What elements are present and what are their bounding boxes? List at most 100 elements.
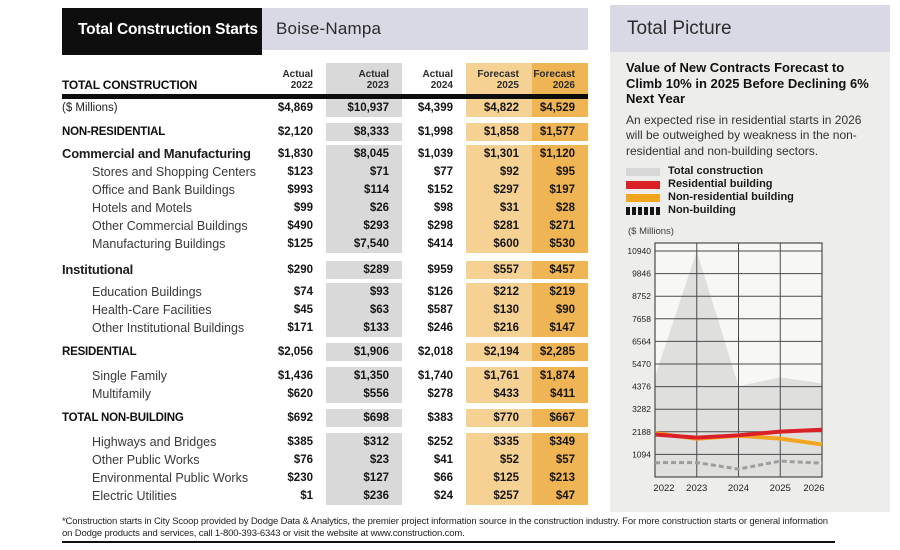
row-label: Other Institutional Buildings: [92, 321, 245, 335]
value-cell-2022: $4,869: [277, 102, 313, 114]
value-cell-2025: $1,761: [466, 367, 532, 385]
table-row: Manufacturing Buildings $125 $7,540 $414 $60…: [62, 235, 588, 253]
value-cell-2023: $23: [326, 451, 402, 469]
value-cell-2026: $1,120: [532, 145, 588, 163]
value-cell-2023: $312: [326, 433, 402, 451]
table-row: ($ Millions) $4,869 $10,937 $4,399 $4,822 $4,…: [62, 99, 588, 117]
value-cell-2026: $147: [532, 319, 588, 337]
value-cell-2023: $1,906: [326, 343, 402, 361]
value-cell-2026: $667: [532, 409, 588, 427]
svg-text:2022: 2022: [653, 483, 674, 494]
svg-text:2188: 2188: [632, 427, 651, 437]
value-cell-2022: $290: [287, 264, 313, 276]
value-cell-2025: $4,822: [466, 99, 532, 117]
value-cell-2024: $246: [427, 322, 453, 334]
value-cell-2022: $171: [287, 322, 313, 334]
value-cell-2023: $71: [326, 163, 402, 181]
value-cell-2026: $1,577: [532, 123, 588, 141]
value-cell-2025: $52: [466, 451, 532, 469]
value-cell-2024: $959: [427, 264, 453, 276]
row-label: Environmental Public Works: [92, 471, 249, 485]
legend-swatch-icon: [626, 206, 660, 215]
value-cell-2025: $31: [466, 199, 532, 217]
svg-text:1094: 1094: [632, 449, 651, 459]
value-cell-2026: $90: [532, 301, 588, 319]
column-header-2022: Actual 2022: [282, 69, 313, 91]
value-cell-2025: $125: [466, 469, 532, 487]
value-cell-2026: $2,285: [532, 343, 588, 361]
value-cell-2025: $281: [466, 217, 532, 235]
value-cell-2024: $1,998: [417, 126, 453, 138]
table-row: Institutional $290 $289 $959 $557 $457: [62, 261, 588, 279]
table-row: Commercial and Manufacturing $1,830 $8,045…: [62, 145, 588, 163]
value-cell-2023: $8,045: [326, 145, 402, 163]
value-cell-2025: $130: [466, 301, 532, 319]
table-row: RESIDENTIAL $2,056 $1,906 $2,018 $2,194 $2,28…: [62, 343, 588, 361]
value-cell-2026: $57: [532, 451, 588, 469]
value-cell-2024: $152: [427, 184, 453, 196]
value-cell-2023: $8,333: [326, 123, 402, 141]
value-cell-2026: $219: [532, 283, 588, 301]
value-cell-2024: $278: [427, 388, 453, 400]
row-label: ($ Millions): [62, 102, 118, 114]
row-label: Institutional: [62, 262, 134, 277]
value-cell-2022: $1,830: [277, 148, 313, 160]
row-label: RESIDENTIAL: [62, 346, 137, 358]
row-label: TOTAL NON-BUILDING: [62, 412, 184, 424]
data-table: TOTAL CONSTRUCTION Actual 2022 Actual 2023 Ac…: [62, 63, 588, 513]
chart-axis-unit-label: ($ Millions): [628, 226, 674, 237]
forecast-line-chart: 1094 2188 3282 4376 5470 6564 7658 8752 9846 1094…: [627, 242, 825, 494]
value-cell-2025: $216: [466, 319, 532, 337]
value-cell-2025: $335: [466, 433, 532, 451]
value-cell-2023: $133: [326, 319, 402, 337]
table-header: Total Construction Starts Boise-Nampa: [62, 8, 588, 55]
panel-body-text: An expected rise in residential starts i…: [626, 112, 862, 158]
value-cell-2026: $47: [532, 487, 588, 505]
legend-label: Non-residential building: [668, 191, 794, 203]
table-row: Other Public Works $76 $23 $41 $52 $57: [62, 451, 588, 469]
legend-item: Non-building: [626, 204, 876, 217]
panel-title: Total Picture: [610, 5, 890, 52]
table-row: Other Commercial Buildings $490 $293 $298 $2…: [62, 217, 588, 235]
value-cell-2025: $1,858: [466, 123, 532, 141]
value-cell-2024: $587: [427, 304, 453, 316]
value-cell-2025: $92: [466, 163, 532, 181]
value-cell-2022: $74: [293, 286, 313, 298]
value-cell-2022: $385: [287, 436, 313, 448]
value-cell-2026: $411: [532, 385, 588, 403]
svg-text:4376: 4376: [632, 382, 651, 392]
row-label: Office and Bank Buildings: [92, 183, 235, 197]
total-picture-panel: Total Picture Value of New Contracts For…: [610, 5, 890, 512]
svg-text:2024: 2024: [728, 483, 749, 494]
value-cell-2024: $414: [427, 238, 453, 250]
value-cell-2023: $698: [326, 409, 402, 427]
table-row: Health-Care Facilities $45 $63 $587 $130 $90: [62, 301, 588, 319]
table-row: Environmental Public Works $230 $127 $66 $12…: [62, 469, 588, 487]
value-cell-2023: $289: [326, 261, 402, 279]
value-cell-2026: $271: [532, 217, 588, 235]
value-cell-2025: $2,194: [466, 343, 532, 361]
legend-item: Non-residential building: [626, 191, 876, 204]
svg-text:2023: 2023: [686, 483, 707, 494]
table-title: Total Construction Starts: [62, 8, 262, 55]
chart-legend: Total construction Residential building No…: [626, 165, 876, 217]
value-cell-2025: $1,301: [466, 145, 532, 163]
legend-swatch-icon: [626, 180, 660, 189]
table-row: Hotels and Motels $99 $26 $98 $31 $28: [62, 199, 588, 217]
table-row: Other Institutional Buildings $171 $133 $24…: [62, 319, 588, 337]
value-cell-2024: $252: [427, 436, 453, 448]
legend-label: Residential building: [668, 178, 773, 190]
value-cell-2024: $298: [427, 220, 453, 232]
row-label: NON-RESIDENTIAL: [62, 126, 166, 138]
svg-text:2026: 2026: [803, 483, 824, 494]
row-label: Other Public Works: [92, 453, 200, 467]
value-cell-2025: $297: [466, 181, 532, 199]
value-cell-2024: $1,039: [417, 148, 453, 160]
value-cell-2024: $41: [433, 454, 453, 466]
panel-headline: Value of New Contracts Forecast to Climb…: [626, 60, 869, 106]
value-cell-2022: $692: [287, 412, 313, 424]
value-cell-2025: $557: [466, 261, 532, 279]
value-cell-2024: $383: [427, 412, 453, 424]
value-cell-2022: $490: [287, 220, 313, 232]
